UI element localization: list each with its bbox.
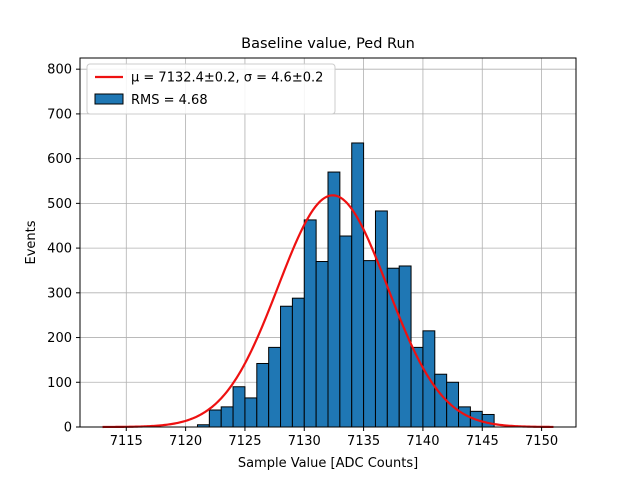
x-tick-label: 7145: [466, 434, 499, 449]
y-tick-label: 0: [64, 421, 72, 436]
legend-histogram-label: RMS = 4.68: [131, 93, 208, 108]
legend-fit-label: μ = 7132.4±0.2, σ = 4.6±0.2: [131, 71, 323, 86]
x-tick-label: 7135: [347, 434, 380, 449]
histogram-bar: [315, 261, 329, 428]
histogram-bar: [232, 386, 246, 428]
plot-frame: [79, 57, 577, 428]
y-tick-label: 700: [47, 107, 72, 122]
gaussian-fit: [102, 194, 554, 429]
y-tick-label: 400: [47, 242, 72, 257]
legend-box: [86, 63, 336, 115]
x-tick-label: 7140: [406, 434, 439, 449]
histogram-bar: [398, 265, 412, 428]
histogram-bar: [374, 210, 388, 428]
histogram-bar: [208, 409, 222, 428]
histogram-bar: [351, 142, 365, 428]
y-tick-label: 100: [47, 376, 72, 391]
y-tick-label: 200: [47, 331, 72, 346]
y-tick-label: 500: [47, 197, 72, 212]
x-tick-label: 7115: [110, 434, 143, 449]
y-tick-label: 300: [47, 286, 72, 301]
legend-histogram-swatch: [94, 93, 124, 105]
histogram-bar: [280, 305, 293, 428]
y-tick-label: 800: [47, 63, 72, 78]
chart-title: Baseline value, Ped Run: [241, 36, 415, 52]
histogram-bars: [196, 142, 495, 428]
histogram-bar: [446, 381, 460, 428]
histogram-bar: [303, 219, 317, 428]
histogram-bar: [220, 406, 234, 428]
x-tick-label: 7130: [288, 434, 321, 449]
x-axis-label: Sample Value [ADC Counts]: [238, 456, 418, 471]
axis-ticks: 7115 7120 7125 7130 7135 7140 7145 7150 0 100 200 3…: [47, 63, 558, 449]
y-axis-label: Events: [24, 220, 39, 264]
fit-curve: [102, 194, 554, 429]
histogram-bar: [363, 260, 376, 428]
histogram-bar: [339, 235, 353, 428]
x-tick-label: 7150: [525, 434, 558, 449]
histogram-bar: [481, 413, 495, 428]
x-tick-label: 7125: [228, 434, 261, 449]
histogram-bar: [327, 171, 341, 428]
legend: μ = 7132.4±0.2, σ = 4.6±0.2 RMS = 4.68: [86, 63, 336, 115]
histogram-bar: [410, 346, 424, 428]
histogram-bar: [256, 362, 270, 428]
histogram-bar: [268, 346, 282, 428]
histogram-bar: [244, 397, 258, 428]
y-tick-label: 600: [47, 152, 72, 167]
x-tick-label: 7120: [169, 434, 202, 449]
histogram-bar: [434, 373, 448, 428]
histogram-bar: [291, 297, 305, 428]
